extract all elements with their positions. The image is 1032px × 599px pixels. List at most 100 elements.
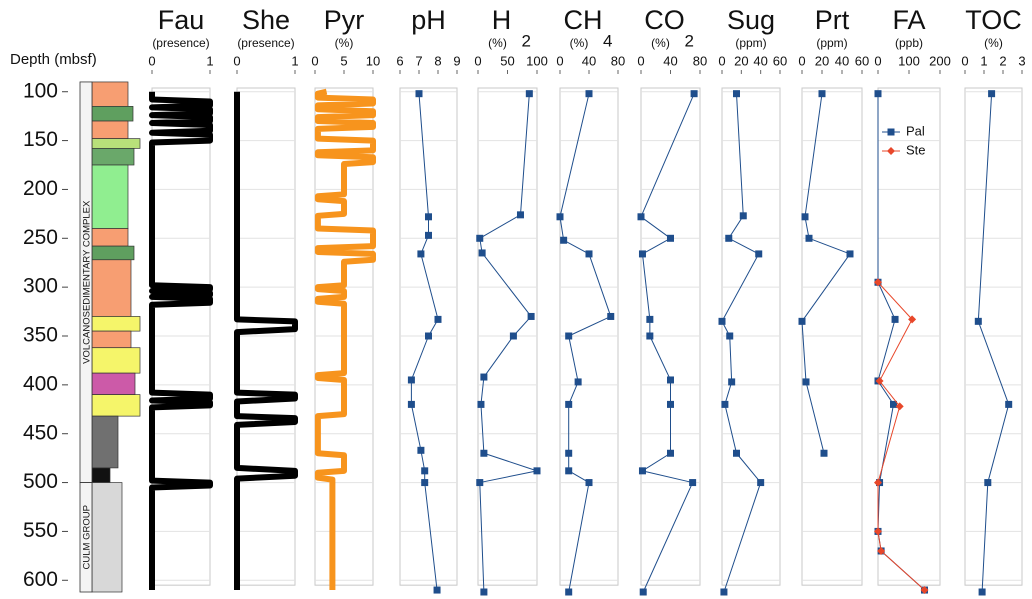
panel-unit: (presence) (152, 36, 209, 50)
panel-unit: (ppm) (735, 36, 766, 50)
panel-frame (236, 87, 296, 586)
panel-title: She (242, 5, 290, 35)
profile-line (977, 93, 1010, 593)
x-tick-label: 0 (233, 53, 240, 68)
panel-title: pH (411, 5, 446, 35)
marker (725, 234, 733, 242)
y-tick-label: 350 (23, 324, 58, 347)
x-tick-label: 20 (734, 53, 748, 68)
marker (739, 212, 747, 220)
x-tick-label: 40 (663, 53, 677, 68)
profile-line (801, 93, 851, 454)
panel-title-sub: 2 (685, 31, 694, 50)
x-tick-label: 40 (835, 53, 849, 68)
lithology-layer (91, 148, 135, 166)
panel-frame (314, 87, 374, 586)
marker (434, 315, 442, 323)
profile-line (410, 93, 439, 591)
panel-frame (151, 87, 211, 586)
panel-unit: (%) (570, 36, 589, 50)
marker (984, 479, 992, 487)
panel-frame (640, 87, 701, 586)
y-axis-label: Depth (mbsf) (10, 51, 97, 68)
x-tick-label: 0 (874, 53, 881, 68)
profile-line (479, 93, 538, 593)
x-tick-label: 50 (500, 53, 514, 68)
panel-title: CH (564, 5, 603, 35)
marker (425, 231, 432, 239)
y-tick-label: 600 (23, 568, 58, 591)
marker (733, 449, 740, 457)
y-tick-label: 150 (23, 128, 58, 151)
marker (476, 234, 484, 242)
marker (407, 376, 415, 384)
panel-title-sub: 2 (522, 31, 531, 50)
marker (478, 249, 486, 257)
marker (417, 446, 425, 454)
panel-unit: (ppm) (816, 36, 847, 50)
x-tick-label: 200 (929, 53, 951, 68)
legend-marker (887, 147, 895, 155)
step-line (234, 91, 298, 591)
x-tick-label: 80 (611, 53, 625, 68)
panel-frame (721, 87, 781, 586)
marker (721, 400, 729, 408)
lithology-layer (91, 259, 132, 317)
marker (480, 588, 488, 596)
legend-label: Ste (906, 142, 926, 157)
profile-line (640, 93, 695, 593)
x-tick-label: 60 (773, 53, 787, 68)
lithology-layer (91, 467, 111, 483)
marker (639, 588, 647, 596)
marker (477, 400, 485, 408)
marker (585, 90, 593, 98)
x-tick-label: 60 (855, 53, 869, 68)
marker (726, 332, 734, 340)
y-tick-label: 500 (23, 470, 58, 493)
lithology-layer (91, 372, 136, 395)
panel-title: CO (644, 5, 685, 35)
panel-frame (801, 87, 863, 586)
profile-line (559, 93, 612, 593)
marker (890, 400, 897, 408)
profile-line (877, 281, 925, 591)
marker (565, 467, 573, 475)
marker (574, 378, 582, 386)
panel-title: FA (892, 5, 925, 35)
lithology-layer (91, 245, 135, 261)
lithology-layer (91, 228, 129, 247)
x-tick-label: 1 (980, 53, 987, 68)
x-tick-label: 1 (206, 53, 213, 68)
panel-unit: (%) (335, 36, 354, 50)
marker (846, 250, 854, 258)
x-tick-label: 40 (582, 53, 596, 68)
profile-line (721, 93, 762, 593)
x-tick-label: 100 (526, 53, 548, 68)
lithology-layer (91, 347, 141, 374)
y-tick-label: 450 (23, 421, 58, 444)
marker (1005, 400, 1013, 408)
marker (875, 376, 884, 385)
marker (877, 546, 886, 555)
marker (874, 90, 882, 98)
lithology-layer (91, 120, 129, 139)
marker (755, 250, 763, 258)
marker (667, 400, 674, 408)
panel-frame (877, 87, 941, 586)
marker (476, 479, 484, 487)
x-tick-label: 7 (415, 53, 422, 68)
x-tick-label: 40 (753, 53, 767, 68)
marker (920, 586, 929, 595)
marker (425, 332, 432, 340)
marker (646, 315, 654, 323)
x-tick-label: 0 (718, 53, 725, 68)
marker (560, 236, 568, 244)
marker (689, 479, 697, 487)
marker (509, 332, 517, 340)
panel-unit: (%) (651, 36, 670, 50)
marker (818, 90, 826, 98)
lithology-layer (91, 316, 141, 332)
lithology-layer (91, 164, 129, 229)
marker (415, 90, 423, 98)
x-tick-label: 10 (366, 53, 380, 68)
